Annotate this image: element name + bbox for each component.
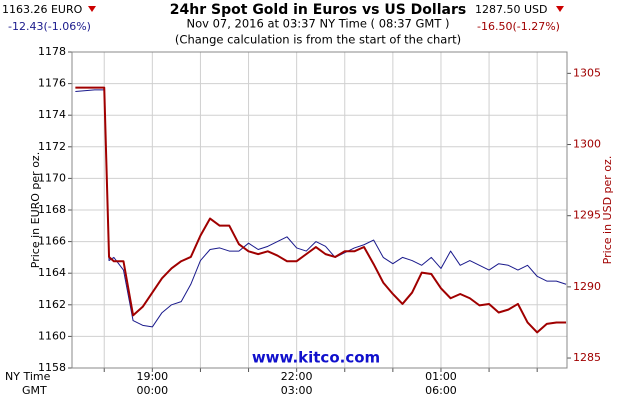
y-tick-label: 1170: [38, 171, 66, 184]
y-tick-label: 1162: [38, 298, 66, 311]
down-arrow: [88, 6, 96, 12]
chart-note: (Change calculation is from the start of…: [175, 33, 461, 47]
y-tick-label: 1168: [38, 203, 66, 216]
right-change: -16.50(-1.27%): [477, 20, 560, 33]
x-tick-label: 19:00: [136, 370, 168, 383]
right-quote: 1287.50 USD: [475, 3, 548, 16]
plot-frame: [71, 51, 568, 369]
y-tick-label: 1176: [38, 77, 66, 90]
y-tick-label: 1178: [38, 45, 66, 58]
left-quote: 1163.26 EURO: [2, 3, 83, 16]
y2-tick-label: 1300: [573, 138, 601, 151]
y2-tick-label: 1305: [573, 66, 601, 79]
chart-subtitle: Nov 07, 2016 at 03:37 NY Time ( 08:37 GM…: [187, 17, 450, 31]
down-arrow: [556, 6, 564, 12]
y-tick-label: 1164: [38, 266, 66, 279]
x-tick-label: 01:00: [425, 370, 457, 383]
y2-axis-label: Price in USD per oz.: [601, 156, 614, 265]
y-axis-label: Price in EURO per oz.: [29, 152, 42, 268]
y-tick-label: 1172: [38, 140, 66, 153]
chart-title: 24hr Spot Gold in Euros vs US Dollars: [170, 2, 466, 18]
x-tick-label: 22:00: [281, 370, 313, 383]
y-tick-label: 1166: [38, 235, 66, 248]
y-tick-label: 1160: [38, 329, 66, 342]
x2-axis-label: GMT: [22, 384, 47, 397]
line-series: [75, 89, 567, 328]
line-series: [75, 86, 567, 334]
watermark: www.kitco.com: [252, 349, 380, 367]
y-tick-label: 1158: [38, 361, 66, 374]
x2-tick-label: 00:00: [136, 384, 168, 397]
left-change: -12.43(-1.06%): [8, 20, 91, 33]
y-tick-label: 1174: [38, 108, 66, 121]
x2-tick-label: 03:00: [281, 384, 313, 397]
y2-tick-label: 1295: [573, 209, 601, 222]
x2-tick-label: 06:00: [425, 384, 457, 397]
y2-tick-label: 1285: [573, 351, 601, 364]
y2-tick-label: 1290: [573, 280, 601, 293]
x-axis-label: NY Time: [5, 370, 51, 383]
